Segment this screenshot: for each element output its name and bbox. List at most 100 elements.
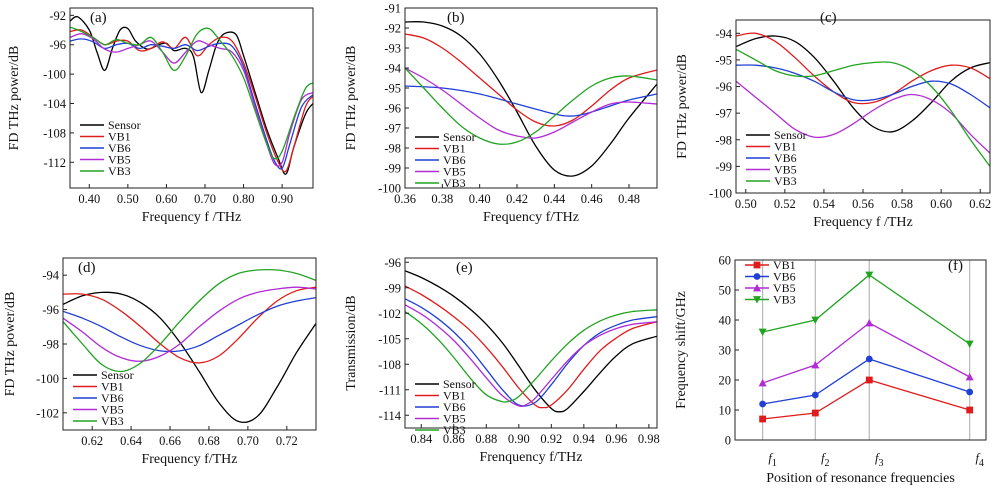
- x-category-label: f2: [821, 451, 829, 469]
- legend-entry: VB5: [773, 281, 796, 295]
- x-axis-label: Frequency f/THz: [483, 210, 579, 225]
- y-tick-label: -96: [384, 256, 401, 270]
- legend-entry: VB5: [108, 153, 131, 167]
- x-tick-label: 0.70: [194, 192, 216, 206]
- x-tick-label: 0.62: [81, 434, 103, 448]
- series-line-vb5: [63, 286, 316, 362]
- y-tick-label: 30: [719, 344, 732, 358]
- y-tick-label: -105: [378, 332, 401, 346]
- x-tick-label: 0.96: [605, 432, 627, 446]
- plot-frame: [404, 7, 658, 189]
- x-tick-label: 0.52: [774, 197, 796, 211]
- legend-entry: VB3: [443, 176, 466, 190]
- y-tick-label: 60: [719, 254, 732, 268]
- y-axis-label: FD THz power/dB: [675, 54, 690, 159]
- y-tick-label: -104: [43, 97, 67, 111]
- x-axis-label: Frequency f /THz: [813, 215, 913, 230]
- y-tick-label: -94: [384, 62, 401, 76]
- y-axis-label: FD THz power/dB: [3, 292, 18, 397]
- data-point-vb5: [811, 361, 820, 369]
- x-tick-label: 0.86: [443, 432, 465, 446]
- y-tick-label: -91: [384, 2, 401, 16]
- series-line-vb1: [736, 32, 990, 105]
- y-tick-label: -112: [44, 156, 66, 170]
- legend-entry: VB6: [443, 153, 466, 167]
- y-axis-label: Transmission/dB: [344, 295, 359, 390]
- x-category-label: f4: [975, 451, 983, 469]
- y-tick-label: -99: [384, 162, 401, 176]
- data-point-vb3: [865, 271, 874, 279]
- y-tick-label: -96: [42, 303, 59, 317]
- y-tick-label: 50: [719, 284, 732, 298]
- y-tick-label: 0: [725, 434, 731, 448]
- y-tick-label: -100: [378, 182, 401, 196]
- panel-label: (d): [78, 260, 96, 276]
- legend-entry: Sensor: [101, 368, 134, 382]
- x-category-label: f3: [875, 451, 883, 469]
- legend-entry: Sensor: [108, 118, 141, 132]
- series-line-vb5: [405, 304, 657, 408]
- x-tick-label: 0.48: [618, 192, 640, 206]
- legend-entry: VB6: [774, 151, 797, 165]
- panel-label: (f): [948, 258, 963, 274]
- legend-entry: VB1: [773, 258, 796, 272]
- legend-entry: VB1: [108, 130, 131, 144]
- y-tick-label: -108: [378, 358, 401, 372]
- legend-entry: VB3: [773, 293, 796, 307]
- x-tick-label: 0.60: [155, 192, 177, 206]
- x-tick-label: 0.60: [930, 197, 952, 211]
- x-tick-label: 0.46: [581, 192, 603, 206]
- legend-entry: VB6: [108, 141, 131, 155]
- y-tick-label: 40: [719, 314, 732, 328]
- y-tick-label: -94: [42, 269, 59, 283]
- series-line-vb3: [762, 274, 971, 345]
- legend-entry: VB1: [443, 389, 466, 403]
- y-axis-label: FD THz power/dB: [7, 46, 22, 151]
- legend-entry: VB5: [443, 165, 466, 179]
- y-tick-label: -102: [378, 307, 401, 321]
- y-tick-label: -93: [384, 42, 401, 56]
- chart-panel-4: -96 -99 -102 -105 -108 -111 -114 0.84 0.86 0.88 0.…: [344, 256, 660, 465]
- y-tick-label: -95: [715, 53, 732, 67]
- legend-entry: VB3: [774, 174, 797, 188]
- data-point-vb5: [758, 379, 767, 387]
- x-tick-label: 0.98: [638, 432, 660, 446]
- x-tick-label: 0.64: [120, 434, 143, 448]
- legend-entry: VB5: [774, 163, 797, 177]
- series-line-vb6: [70, 38, 313, 170]
- y-tick-label: -94: [715, 27, 732, 41]
- series-line-vb5: [405, 67, 657, 139]
- y-tick-label: -92: [49, 9, 66, 23]
- data-point-vb1: [811, 409, 819, 417]
- chart-panel-5: 0 10 20 30 40 50 60 f1 f2 f3 f4 Position of resonan…: [674, 254, 987, 486]
- legend-entry: VB1: [443, 142, 466, 156]
- x-tick-label: 0.40: [78, 192, 100, 206]
- x-axis-label: Frequency f /THz: [142, 210, 242, 225]
- series-line-vb6: [762, 358, 970, 405]
- series-line-vb6: [63, 296, 316, 353]
- x-tick-label: 0.44: [543, 192, 566, 206]
- y-tick-label: -99: [384, 281, 401, 295]
- y-tick-label: -96: [384, 102, 401, 116]
- x-tick-label: 0.62: [969, 197, 991, 211]
- legend-entry: VB3: [101, 414, 124, 428]
- legend-entry: VB6: [773, 270, 796, 284]
- series-line-vb3: [70, 26, 313, 160]
- series-line-vb5: [762, 322, 970, 384]
- series-line-vb1: [762, 379, 970, 420]
- x-tick-label: 0.38: [431, 192, 453, 206]
- series-line-vb1: [70, 29, 313, 173]
- x-tick-label: 0.50: [735, 197, 757, 211]
- x-tick-label: 0.90: [271, 192, 293, 206]
- data-point-vb1: [865, 376, 873, 384]
- data-point-vb3: [811, 316, 820, 324]
- data-point-vb6: [966, 388, 974, 396]
- y-tick-label: -98: [715, 133, 732, 147]
- x-tick-label: 0.72: [276, 434, 298, 448]
- y-tick-label: 10: [719, 404, 732, 418]
- y-axis-label: FD THz power/dB: [344, 46, 359, 151]
- y-tick-label: -96: [715, 80, 732, 94]
